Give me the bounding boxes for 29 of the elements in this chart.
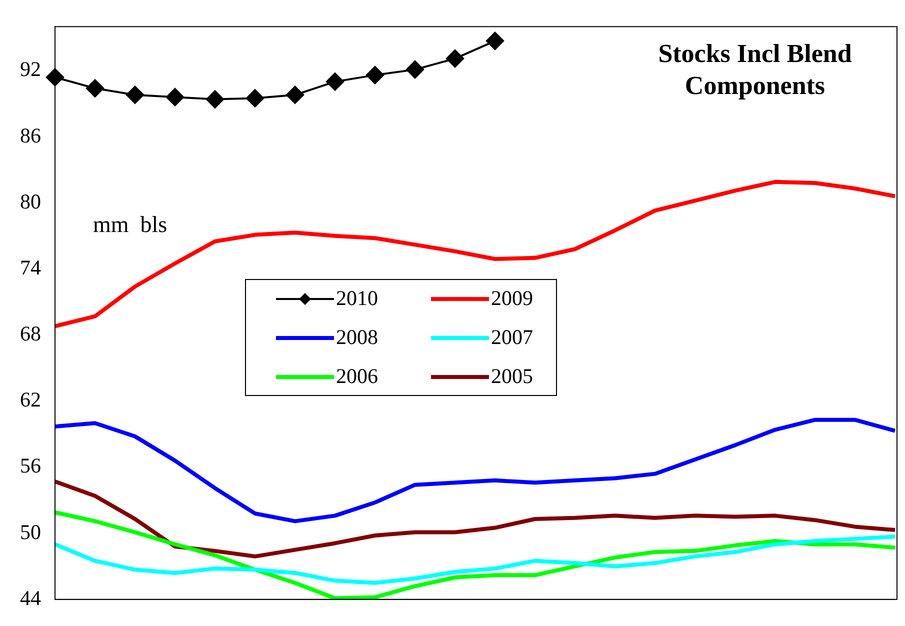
- text: Stocks Incl Blend Components: [657, 38, 853, 102]
- y-tick-label: 92: [20, 57, 41, 82]
- legend-label: 2009: [491, 286, 533, 311]
- legend-label: 2010: [336, 286, 378, 311]
- y-tick-label: 50: [20, 520, 41, 544]
- point: [486, 32, 504, 50]
- legend-label: 2007: [491, 325, 533, 350]
- point: [206, 90, 224, 108]
- point: [406, 60, 424, 79]
- legend-label: 2005: [491, 364, 533, 389]
- y-tick-label: 44: [20, 586, 42, 610]
- point: [326, 72, 344, 91]
- point: [126, 86, 144, 104]
- legend-label: 2008: [336, 325, 378, 350]
- y-tick-label: 80: [20, 189, 41, 214]
- y-tick-label: 74: [20, 255, 42, 280]
- point: [366, 66, 384, 84]
- y-tick-label: 56: [20, 454, 41, 478]
- point: [46, 68, 64, 86]
- legend-label: 2006: [336, 364, 378, 389]
- point: [246, 89, 264, 108]
- point: [446, 50, 464, 68]
- point: [286, 86, 304, 104]
- point: [86, 79, 104, 98]
- y-tick-label: 68: [20, 322, 41, 346]
- annotation: mm bls: [93, 212, 168, 238]
- point: [166, 88, 184, 106]
- y-tick-label: 86: [20, 123, 41, 148]
- y-tick-label: 62: [20, 388, 41, 412]
